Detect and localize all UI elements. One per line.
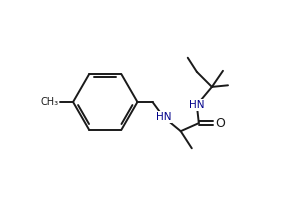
Text: HN: HN: [156, 112, 171, 122]
Text: CH₃: CH₃: [41, 97, 59, 107]
Text: HN: HN: [189, 100, 205, 110]
Text: O: O: [215, 117, 225, 130]
